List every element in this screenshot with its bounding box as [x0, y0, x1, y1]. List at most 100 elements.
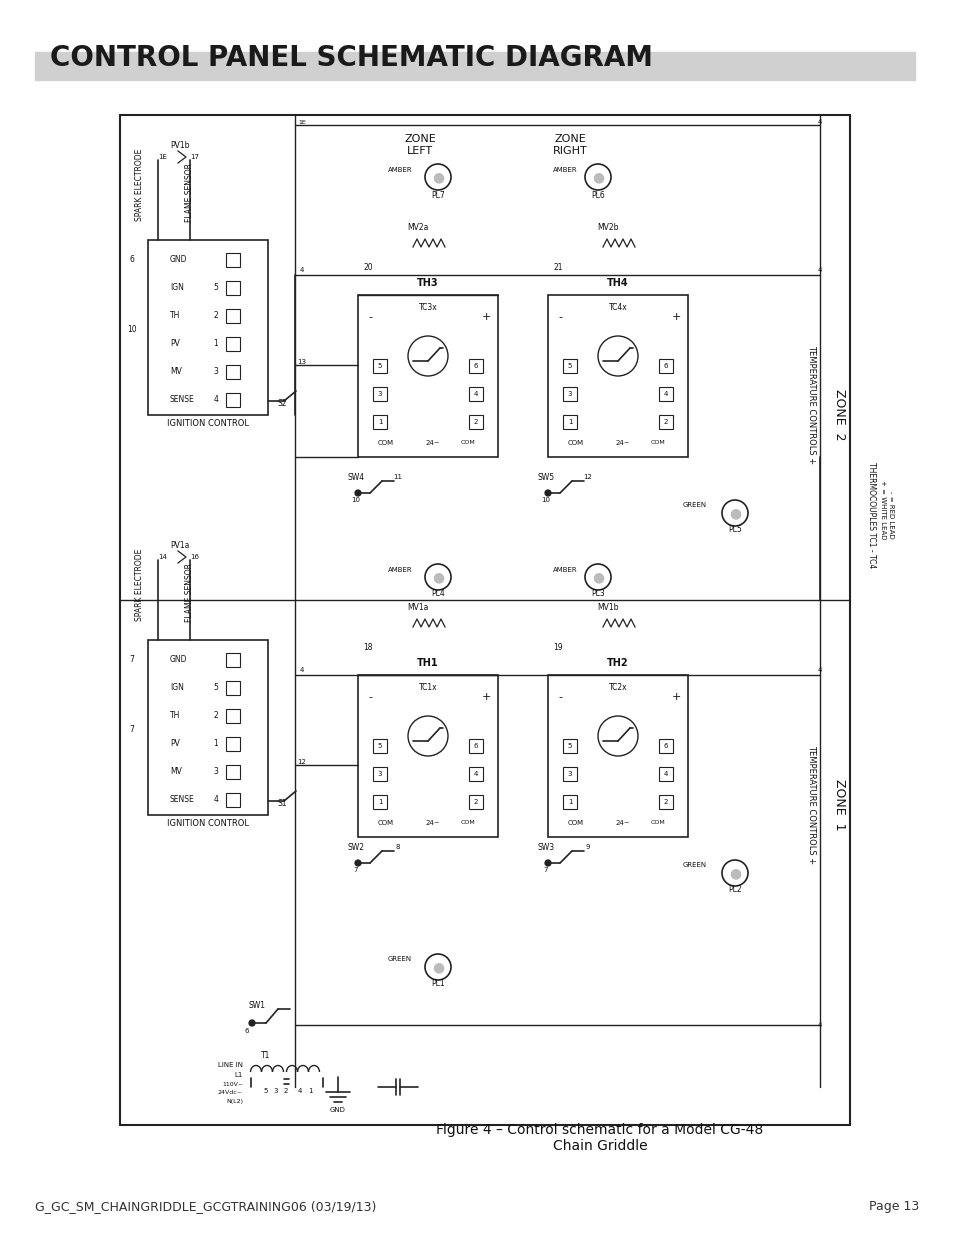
Text: + = WHITE LEAD: + = WHITE LEAD	[879, 480, 885, 540]
Circle shape	[721, 860, 747, 885]
Text: GREEN: GREEN	[388, 956, 412, 962]
Text: 3: 3	[567, 391, 572, 396]
Bar	[469, 415, 482, 429]
Bar	[357, 295, 497, 457]
Text: 21: 21	[553, 263, 562, 272]
Bar	[373, 767, 387, 781]
Text: 6: 6	[474, 363, 477, 369]
Text: MV: MV	[170, 368, 182, 377]
Text: MV2a: MV2a	[407, 222, 428, 231]
Bar	[562, 415, 577, 429]
Text: 4: 4	[663, 771, 667, 777]
Text: 2: 2	[213, 711, 218, 720]
Text: TC2x: TC2x	[608, 683, 627, 692]
Bar	[226, 366, 240, 379]
Text: 5: 5	[567, 363, 572, 369]
Bar	[226, 737, 240, 751]
Text: G_GC_SM_CHAINGRIDDLE_GCGTRAINING06 (03/19/13): G_GC_SM_CHAINGRIDDLE_GCGTRAINING06 (03/1…	[35, 1200, 376, 1213]
Bar	[148, 640, 268, 815]
Text: 3: 3	[377, 391, 382, 396]
Bar	[373, 359, 387, 373]
Text: TH2: TH2	[606, 658, 628, 668]
Circle shape	[424, 164, 451, 190]
Text: PV1b: PV1b	[170, 141, 190, 149]
Text: AMBER: AMBER	[552, 167, 577, 173]
Text: 5: 5	[213, 284, 218, 293]
Text: 6: 6	[245, 1028, 249, 1034]
Bar	[659, 795, 672, 809]
Bar	[226, 309, 240, 324]
Text: ●: ●	[591, 571, 603, 584]
Text: 1: 1	[377, 419, 382, 425]
Text: PV: PV	[170, 740, 180, 748]
Text: TEMPERATURE CONTROLS +: TEMPERATURE CONTROLS +	[806, 746, 816, 864]
Bar	[226, 709, 240, 722]
Bar	[659, 739, 672, 753]
Text: ●: ●	[728, 506, 740, 520]
Text: 4: 4	[474, 771, 477, 777]
Text: FLAME SENSOR: FLAME SENSOR	[185, 562, 194, 621]
Text: 24~: 24~	[425, 440, 440, 446]
Text: ZONE
RIGHT: ZONE RIGHT	[552, 135, 587, 156]
Circle shape	[598, 716, 638, 756]
Text: ●: ●	[591, 170, 603, 184]
Text: 2: 2	[663, 799, 667, 805]
Text: ●: ●	[432, 571, 443, 584]
Text: PL2: PL2	[727, 885, 741, 894]
Text: FLAME SENSOR: FLAME SENSOR	[185, 163, 194, 221]
Text: TH: TH	[170, 311, 180, 321]
Circle shape	[355, 490, 360, 496]
Text: 1E: 1E	[158, 154, 167, 161]
Text: MV1b: MV1b	[597, 603, 618, 611]
Bar	[562, 795, 577, 809]
Text: 13: 13	[297, 359, 306, 366]
Text: 12: 12	[583, 474, 592, 480]
Text: 3: 3	[377, 771, 382, 777]
Text: 10: 10	[351, 496, 360, 503]
Text: GREEN: GREEN	[682, 501, 706, 508]
Bar	[226, 393, 240, 408]
Text: COM: COM	[567, 820, 583, 826]
Text: TC4x: TC4x	[608, 303, 627, 311]
Text: 4: 4	[817, 119, 821, 125]
Text: COM: COM	[650, 820, 664, 825]
Text: SENSE: SENSE	[170, 795, 194, 804]
Circle shape	[355, 860, 360, 866]
Bar	[469, 795, 482, 809]
Text: 12: 12	[297, 760, 306, 764]
Text: IGN: IGN	[170, 284, 184, 293]
Circle shape	[408, 336, 448, 375]
Text: COM: COM	[377, 440, 394, 446]
Text: ●: ●	[728, 866, 740, 881]
Bar	[226, 764, 240, 779]
Text: Page 13: Page 13	[868, 1200, 918, 1213]
Text: Figure 4 – Control schematic for a Model CG-48
Chain Griddle: Figure 4 – Control schematic for a Model…	[436, 1123, 762, 1153]
Text: 17: 17	[190, 154, 199, 161]
Bar	[226, 793, 240, 806]
Text: COM: COM	[377, 820, 394, 826]
Text: 4: 4	[213, 795, 218, 804]
Text: GND: GND	[170, 656, 188, 664]
Text: 2: 2	[283, 1088, 288, 1094]
Text: ZONE  1: ZONE 1	[833, 779, 845, 831]
Text: PL4: PL4	[431, 589, 444, 599]
Text: 4: 4	[297, 1088, 302, 1094]
Bar	[226, 253, 240, 267]
Bar	[373, 739, 387, 753]
Text: -: -	[558, 692, 561, 701]
Text: 4: 4	[299, 667, 304, 673]
Text: COM: COM	[650, 441, 664, 446]
Text: PL5: PL5	[727, 526, 741, 535]
Text: THERMOCOUPLES TC1 - TC4: THERMOCOUPLES TC1 - TC4	[866, 462, 876, 568]
Text: -: -	[368, 692, 372, 701]
Text: SW5: SW5	[537, 473, 554, 482]
Text: 18: 18	[363, 642, 373, 652]
Circle shape	[584, 564, 610, 590]
Text: COM: COM	[460, 441, 475, 446]
Bar	[373, 415, 387, 429]
Bar	[562, 359, 577, 373]
Bar	[469, 767, 482, 781]
Text: 7: 7	[130, 656, 134, 664]
Text: 3: 3	[213, 368, 218, 377]
Text: 11: 11	[393, 474, 402, 480]
